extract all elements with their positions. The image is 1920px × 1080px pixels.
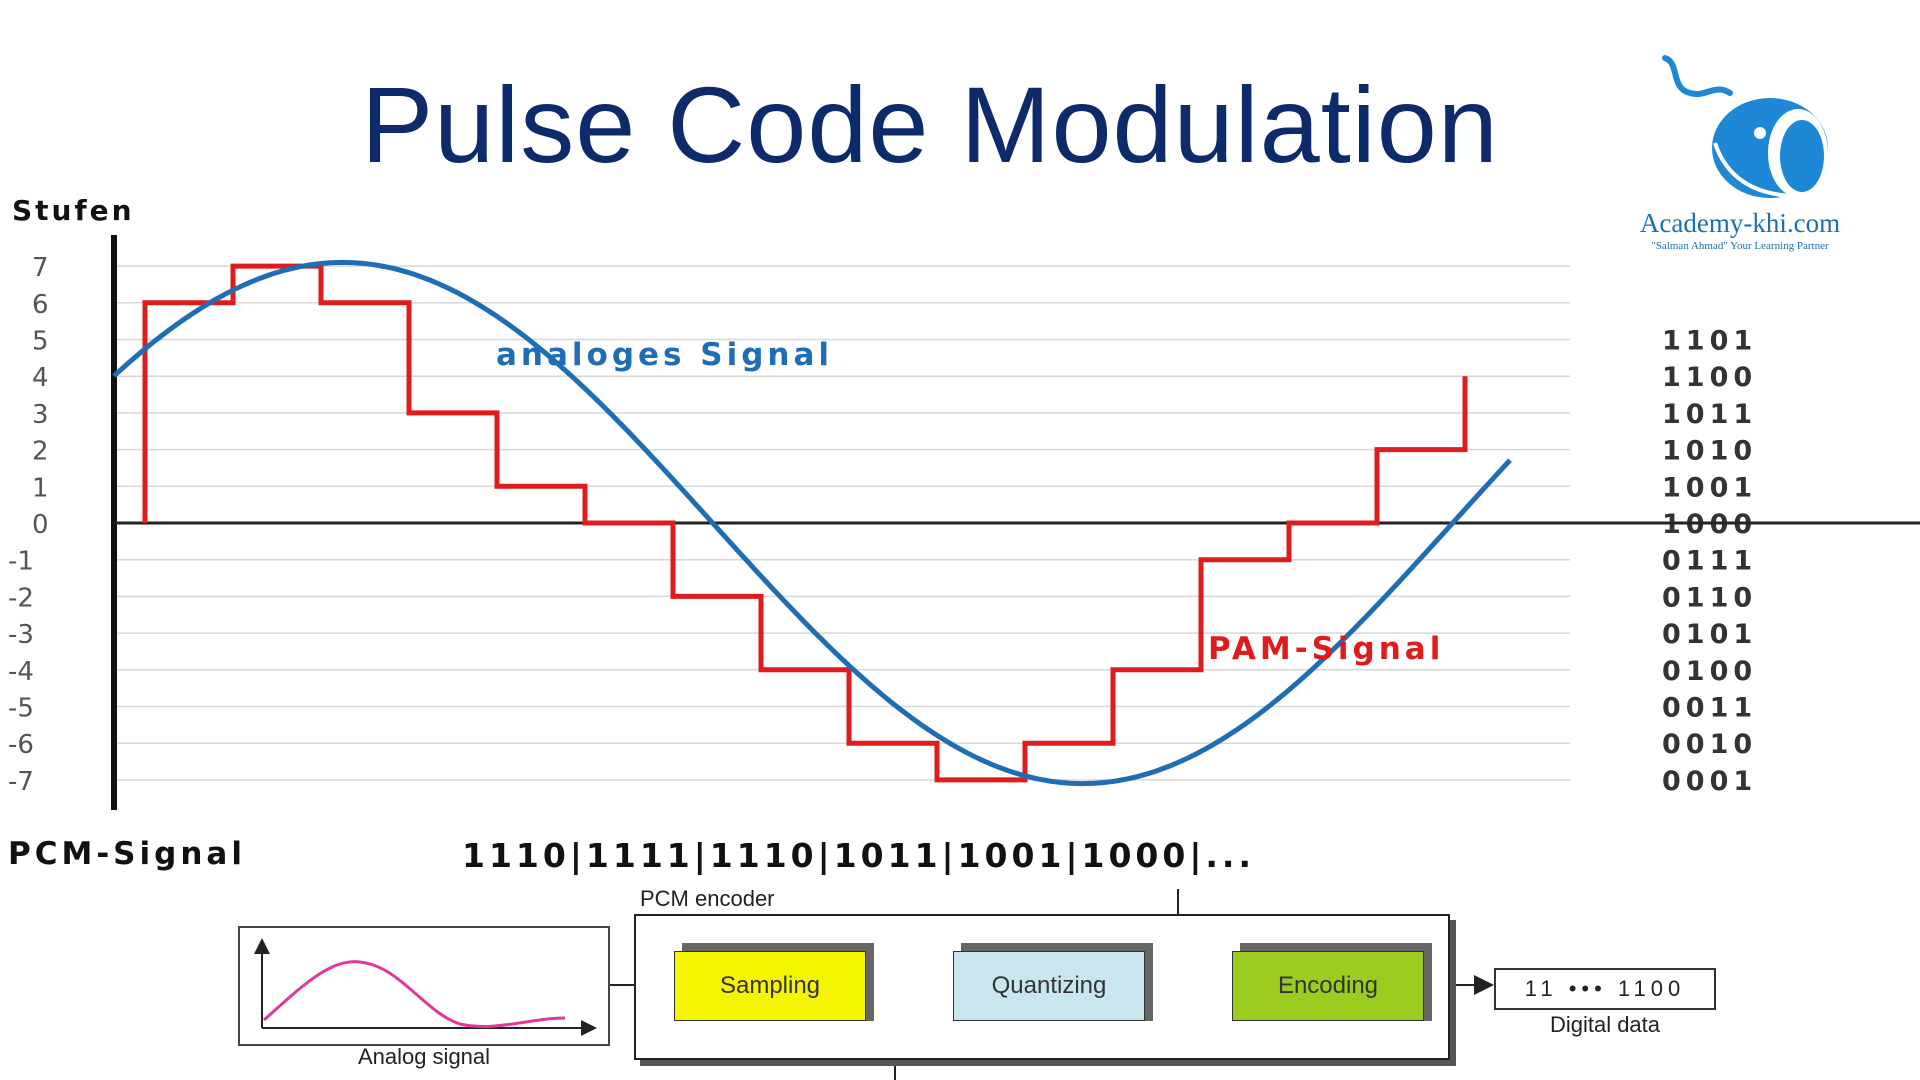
y-axis-label: Stufen [12,194,135,227]
pcm-chart: Stufen 7 6 5 4 3 2 1 0 -1 -2 -3 -4 -5 -6 -7 1101 1100 10… [8,194,1920,810]
y-tick-label: 0 [32,510,49,540]
y-tick-label: -7 [8,767,34,797]
code-label: 0011 [1662,693,1757,724]
y-tick-label: 4 [32,363,49,393]
code-label: 0101 [1662,619,1757,650]
logo-tagline: "Salman Ahmad" Your Learning Partner [1651,240,1829,252]
y-tick-label: 7 [32,253,49,283]
y-tick-label: -4 [8,657,34,687]
analog-waveform-icon [254,938,597,1036]
digital-data-caption: Digital data [1549,1012,1661,1037]
analog-signal-box [238,926,610,1046]
code-label: 0110 [1662,582,1757,613]
pcm-signal-label: PCM-Signal [8,836,246,872]
pam-signal-line [142,263,1468,783]
pam-signal-label: PAM-Signal [1208,631,1444,667]
pcm-encoder-title: PCM encoder [640,886,775,911]
y-tick-label: 1 [32,473,49,503]
code-label: 1101 [1662,326,1757,357]
code-label: 1100 [1662,362,1757,393]
digital-data-box: 11 ••• 1100 [1494,968,1716,1010]
y-tick-label: 5 [32,327,49,357]
sampling-block: Sampling [674,951,866,1021]
y-tick-label: 2 [32,437,49,467]
logo-name: Academy-khi.com [1639,208,1841,238]
grid-lines [114,265,1570,781]
analog-signal-caption: Analog signal [357,1044,491,1069]
y-tick-label: -5 [8,694,34,724]
code-label: 1010 [1662,436,1757,467]
code-label: 0100 [1662,656,1757,687]
encoding-block: Encoding [1232,951,1424,1021]
y-tick-label: -2 [8,583,34,613]
y-tick-label: 6 [32,290,49,320]
analog-signal-line [112,259,1512,787]
analog-signal-label: analoges Signal [496,337,833,373]
academy-logo: Academy-khi.com "Salman Ahmad" Your Lear… [1620,48,1860,258]
y-tick-label: -1 [8,547,34,577]
code-label: 0010 [1662,729,1757,760]
code-label: 0001 [1662,766,1757,797]
code-label: 1011 [1662,399,1757,430]
y-tick-label: -6 [8,730,34,760]
y-tick-label: -3 [8,620,34,650]
slide-title: Pulse Code Modulation [361,64,1499,185]
quantizing-block: Quantizing [953,951,1145,1021]
y-tick-labels: 7 6 5 4 3 2 1 0 -1 -2 -3 -4 -5 -6 -7 [8,253,49,797]
y-tick-label: 3 [32,400,49,430]
code-label: 1001 [1662,472,1757,503]
mouse-logo-icon [1662,55,1828,199]
pcm-bit-sequence: 1110|1111|1110|1011|1001|1000|... [462,836,1255,875]
code-label: 0111 [1662,546,1757,577]
